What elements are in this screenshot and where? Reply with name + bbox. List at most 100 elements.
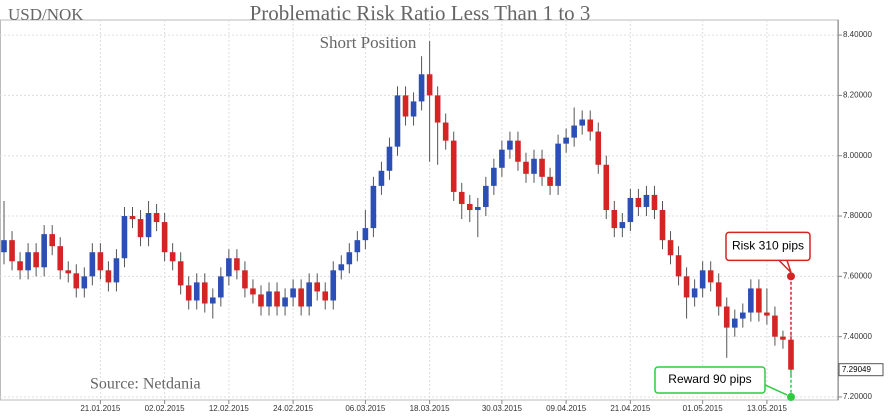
- candle-body: [9, 240, 15, 262]
- candle-body: [715, 282, 722, 307]
- candle-body: [218, 276, 224, 298]
- candle-body: [491, 167, 497, 186]
- candle-body: [740, 312, 746, 319]
- candle-body: [290, 288, 296, 298]
- candle-body: [731, 318, 738, 328]
- candle-body: [667, 240, 674, 256]
- candle-body: [450, 140, 457, 192]
- candle-body: [25, 252, 31, 271]
- candle-body: [210, 297, 216, 304]
- candle-body: [346, 252, 353, 265]
- candle-body: [619, 222, 626, 229]
- candle-body: [555, 143, 561, 186]
- x-tick-label: 09.04.2015: [546, 404, 587, 413]
- reward-pointer: [764, 384, 788, 396]
- candle-body: [723, 306, 730, 328]
- candle-body: [169, 252, 176, 262]
- candle-body: [780, 336, 786, 340]
- candle-body: [386, 146, 393, 171]
- x-tick-label: 06.03.2015: [345, 404, 386, 413]
- candle-body: [65, 270, 72, 274]
- candle-body: [764, 312, 770, 316]
- x-tick-label: 12.02.2015: [209, 404, 250, 413]
- x-tick-label: 21.01.2015: [80, 404, 121, 413]
- candle-body: [547, 176, 553, 186]
- candle-body: [523, 161, 529, 174]
- risk-callout: [725, 231, 811, 262]
- candle-body: [330, 270, 337, 301]
- x-tick-label: 21.04.2015: [610, 404, 651, 413]
- y-tick-label: 7.20000: [843, 392, 872, 401]
- candle-body: [595, 131, 602, 165]
- reward-callout: [654, 366, 766, 394]
- candle-body: [145, 213, 152, 238]
- y-tick-label: 8.40000: [843, 30, 872, 39]
- candle-body: [748, 288, 754, 313]
- candle-body: [41, 234, 47, 268]
- candle-body: [756, 288, 762, 313]
- candle-body: [410, 101, 417, 117]
- x-tick-label: 01.05.2015: [683, 404, 724, 413]
- candle-body: [426, 74, 433, 96]
- candle-body: [137, 219, 144, 238]
- candle-body: [89, 252, 96, 277]
- y-tick-label: 7.80000: [843, 211, 872, 220]
- chart-subtitle: Short Position: [320, 33, 417, 52]
- candle-body: [129, 216, 136, 220]
- candle-body: [418, 74, 425, 102]
- candle-body: [659, 210, 666, 241]
- candle-body: [113, 258, 120, 283]
- last-price-label: 7.29049: [842, 365, 871, 374]
- candle-body: [73, 273, 80, 289]
- candle-body: [579, 119, 585, 126]
- candle-body: [683, 276, 690, 298]
- candle-body: [81, 276, 88, 289]
- candle-body: [161, 222, 168, 253]
- candle-body: [153, 213, 160, 223]
- candle-body: [306, 282, 312, 307]
- candle-body: [651, 194, 658, 210]
- candle-body: [274, 291, 280, 307]
- candle-body: [105, 270, 112, 283]
- candle-body: [691, 288, 698, 298]
- candle-body: [234, 258, 240, 271]
- candle-body: [258, 294, 264, 307]
- risk-dot: [786, 272, 795, 281]
- candle-body: [507, 140, 513, 150]
- candle-body: [1, 240, 7, 253]
- candle-body: [707, 270, 714, 283]
- candle-body: [33, 252, 39, 268]
- candle-body: [322, 291, 329, 301]
- y-tick-label: 7.60000: [843, 271, 872, 280]
- x-tick-label: 24.02.2015: [273, 404, 314, 413]
- candle-body: [458, 191, 465, 204]
- candle-body: [242, 270, 248, 289]
- candle-body: [282, 297, 288, 307]
- risk-label: Risk 310 pips: [732, 239, 804, 253]
- candle-body: [97, 252, 104, 271]
- x-tick-label: 13.05.2015: [747, 404, 788, 413]
- candle-body: [266, 291, 272, 307]
- x-tick-label: 02.02.2015: [145, 404, 186, 413]
- candle-body: [185, 285, 192, 301]
- symbol: USD/NOK: [8, 5, 84, 24]
- candle-body: [627, 197, 634, 223]
- last-price-box: [838, 363, 884, 377]
- candle-body: [563, 137, 569, 144]
- y-tick-label: 8.00000: [843, 151, 872, 160]
- chart-title: Problematic Risk Ratio Less Than 1 to 3: [250, 1, 591, 25]
- candle-body: [635, 197, 642, 207]
- candle-body: [201, 282, 208, 304]
- candle-body: [226, 258, 232, 277]
- risk-pointer: [778, 259, 792, 273]
- candle-body: [250, 288, 256, 295]
- candle-body: [121, 216, 128, 259]
- candle-body: [402, 95, 409, 117]
- candle-body: [177, 261, 184, 286]
- candle-body: [298, 288, 304, 307]
- candle-body: [772, 315, 778, 337]
- source: Source: Netdania: [90, 376, 201, 393]
- x-tick-label: 30.03.2015: [482, 404, 523, 413]
